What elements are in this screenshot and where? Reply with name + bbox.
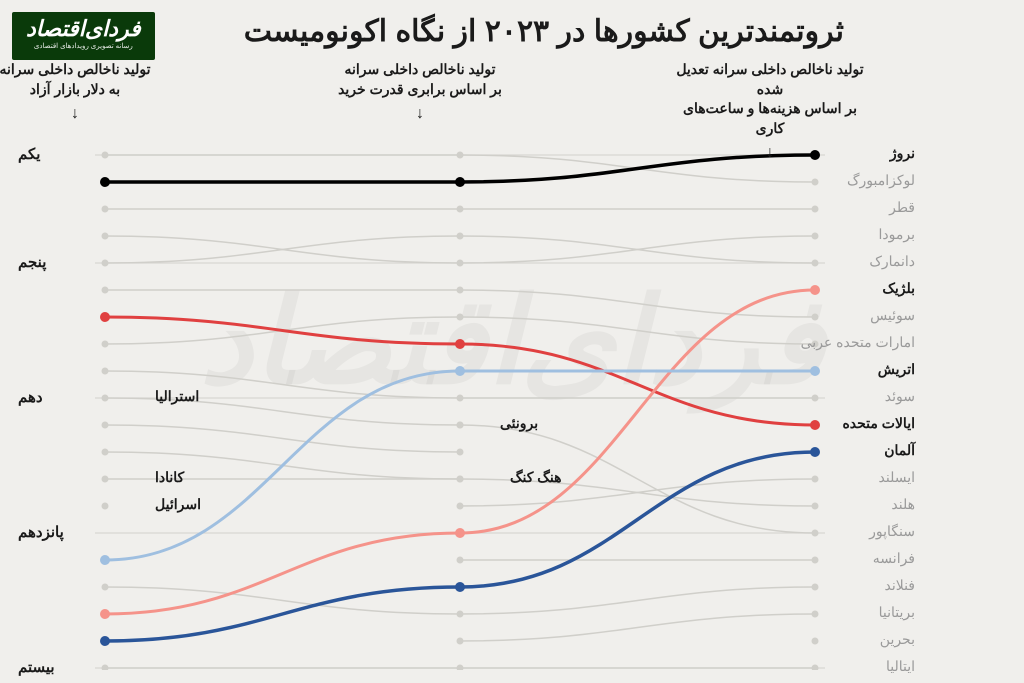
country-label: آلمان [827, 442, 915, 459]
country-label: هلند [827, 496, 915, 513]
country-label: سنگاپور [827, 523, 915, 540]
rank-label: یکم [18, 145, 78, 163]
country-label: امارات متحده عربی [827, 334, 915, 351]
country-label: ایالات متحده [827, 415, 915, 432]
rank-label: دهم [18, 388, 78, 406]
country-label: لوکزامبورگ [827, 172, 915, 189]
country-label: اتریش [827, 361, 915, 378]
country-label: سوئیس [827, 307, 915, 324]
page-title: ثروتمندترین کشورها در ۲۰۲۳ از نگاه اکونو… [244, 14, 844, 49]
rank-label: بیستم [18, 658, 78, 676]
country-label: سوئد [827, 388, 915, 405]
country-label: فرانسه [827, 550, 915, 567]
country-label: ایسلند [827, 469, 915, 486]
mid-label: هنگ کنگ [510, 469, 561, 486]
logo-badge: فردای‌اقتصاد رسانه تصویری رویدادهای اقتص… [12, 12, 155, 60]
mid-label: برونئی [500, 415, 538, 432]
mid-label: استرالیا [155, 388, 199, 405]
logo-main: فردای‌اقتصاد [26, 18, 141, 40]
country-label: دانمارک [827, 253, 915, 270]
country-label: ایتالیا [827, 658, 915, 675]
logo-sub: رسانه تصویری رویدادهای اقتصادی [26, 42, 141, 50]
column-header: تولید ناخالص داخلی سرانهبه دلار بازار آز… [0, 60, 175, 126]
country-label: قطر [827, 199, 915, 216]
mid-label: اسرائیل [155, 496, 201, 513]
country-label: برمودا [827, 226, 915, 243]
country-label: بحرین [827, 631, 915, 648]
country-label: نروژ [827, 145, 915, 162]
mid-label: کانادا [155, 469, 184, 486]
rank-label: پانزدهم [18, 523, 78, 541]
country-label: بلژیک [827, 280, 915, 297]
column-header: تولید ناخالص داخلی سرانهبر اساس برابری ق… [320, 60, 520, 126]
rank-label: پنجم [18, 253, 78, 271]
country-label: فنلاند [827, 577, 915, 594]
country-label: بریتانیا [827, 604, 915, 621]
